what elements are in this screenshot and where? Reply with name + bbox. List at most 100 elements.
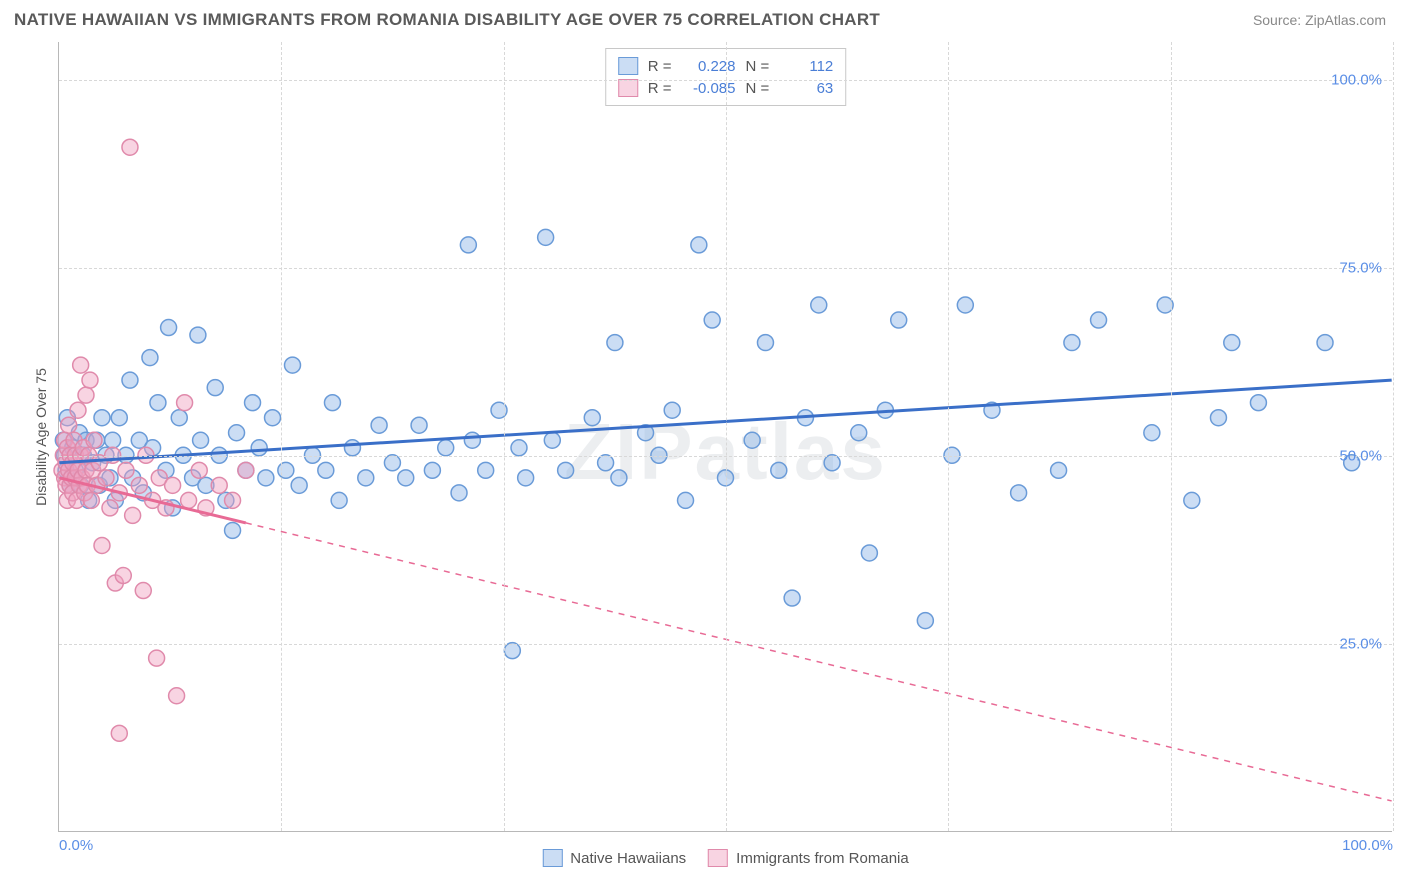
y-tick-label: 100.0% [1331, 71, 1382, 88]
data-point [824, 455, 840, 471]
data-point [1051, 462, 1067, 478]
data-point [957, 297, 973, 313]
legend-label-series1: Native Hawaiians [570, 850, 686, 867]
data-point [558, 462, 574, 478]
swatch-series1 [618, 57, 638, 75]
data-point [451, 485, 467, 501]
data-point [135, 583, 151, 599]
data-point [150, 395, 166, 411]
data-point [211, 477, 227, 493]
data-point [460, 237, 476, 253]
data-point [142, 350, 158, 366]
data-point [398, 470, 414, 486]
data-point [70, 402, 86, 418]
data-point [811, 297, 827, 313]
data-point [181, 492, 197, 508]
data-point [165, 477, 181, 493]
data-point [111, 725, 127, 741]
data-point [757, 335, 773, 351]
data-point [125, 507, 141, 523]
data-point [704, 312, 720, 328]
data-point [251, 440, 267, 456]
legend-item-series2: Immigrants from Romania [708, 849, 909, 867]
data-point [1210, 410, 1226, 426]
data-point [544, 432, 560, 448]
chart-title: NATIVE HAWAIIAN VS IMMIGRANTS FROM ROMAN… [14, 10, 880, 30]
data-point [1224, 335, 1240, 351]
data-point [98, 470, 114, 486]
source-attribution: Source: ZipAtlas.com [1253, 12, 1386, 28]
data-point [82, 372, 98, 388]
data-point [94, 410, 110, 426]
data-point [1317, 335, 1333, 351]
data-point [1144, 425, 1160, 441]
legend-swatch-series1 [542, 849, 562, 867]
data-point [149, 650, 165, 666]
data-point [118, 462, 134, 478]
data-point [424, 462, 440, 478]
r-value-series1: 0.228 [682, 58, 736, 75]
data-point [61, 417, 77, 433]
data-point [1091, 312, 1107, 328]
x-tick-label-min: 0.0% [59, 837, 93, 854]
data-point [258, 470, 274, 486]
legend-item-series1: Native Hawaiians [542, 849, 686, 867]
legend-swatch-series2 [708, 849, 728, 867]
y-axis-label: Disability Age Over 75 [33, 368, 49, 506]
data-point [207, 380, 223, 396]
r-label: R = [648, 80, 672, 97]
swatch-series2 [618, 79, 638, 97]
gridline-vertical [1171, 42, 1172, 831]
data-point [102, 500, 118, 516]
data-point [131, 477, 147, 493]
data-point [438, 440, 454, 456]
data-point [225, 522, 241, 538]
data-point [278, 462, 294, 478]
data-point [464, 432, 480, 448]
data-point [607, 335, 623, 351]
data-point [891, 312, 907, 328]
data-point [291, 477, 307, 493]
data-point [504, 643, 520, 659]
data-point [83, 492, 99, 508]
chart-container: Disability Age Over 75 ZIPatlas R = 0.22… [14, 42, 1392, 878]
data-point [1064, 335, 1080, 351]
data-point [411, 417, 427, 433]
data-point [744, 432, 760, 448]
gridline-vertical [281, 42, 282, 831]
data-point [193, 432, 209, 448]
gridline-vertical [726, 42, 727, 831]
n-label: N = [746, 80, 770, 97]
data-point [678, 492, 694, 508]
trend-line-series2-dashed [246, 523, 1392, 801]
r-value-series2: -0.085 [682, 80, 736, 97]
data-point [344, 440, 360, 456]
data-point [1184, 492, 1200, 508]
data-point [111, 410, 127, 426]
data-point [122, 139, 138, 155]
data-point [245, 395, 261, 411]
data-point [861, 545, 877, 561]
data-point [177, 395, 193, 411]
data-point [122, 372, 138, 388]
gridline-vertical [504, 42, 505, 831]
y-tick-label: 25.0% [1339, 635, 1382, 652]
n-value-series2: 63 [779, 80, 833, 97]
data-point [1011, 485, 1027, 501]
data-point [324, 395, 340, 411]
legend-label-series2: Immigrants from Romania [736, 850, 909, 867]
data-point [511, 440, 527, 456]
y-tick-label: 75.0% [1339, 259, 1382, 276]
data-point [238, 462, 254, 478]
data-point [229, 425, 245, 441]
gridline-vertical [1393, 42, 1394, 831]
data-point [917, 613, 933, 629]
data-point [225, 492, 241, 508]
data-point [285, 357, 301, 373]
data-point [538, 229, 554, 245]
data-point [598, 455, 614, 471]
data-point [171, 410, 187, 426]
n-label: N = [746, 58, 770, 75]
data-point [384, 455, 400, 471]
data-point [115, 568, 131, 584]
